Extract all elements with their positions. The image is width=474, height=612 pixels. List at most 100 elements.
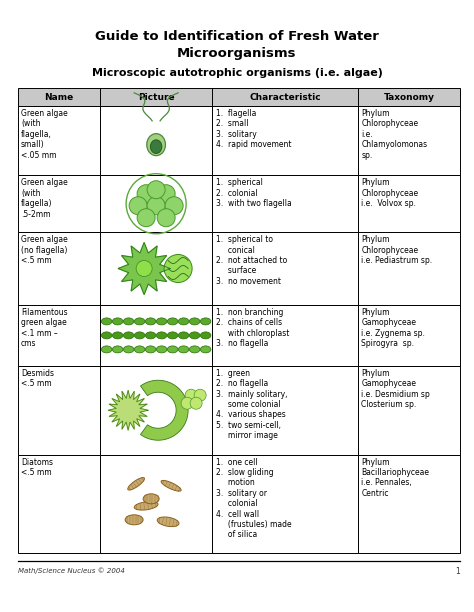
Circle shape	[147, 181, 165, 199]
Ellipse shape	[134, 346, 145, 353]
Text: Phylum
Bacillariophyceae
i.e. Pennales,
Centric: Phylum Bacillariophyceae i.e. Pennales, …	[361, 458, 429, 498]
Text: 1.  flagella
2.  small
3.  solitary
4.  rapid movement: 1. flagella 2. small 3. solitary 4. rapi…	[217, 109, 292, 149]
Ellipse shape	[147, 133, 165, 155]
Bar	[18, 366, 100, 455]
Bar	[358, 366, 460, 455]
Ellipse shape	[156, 318, 167, 325]
Ellipse shape	[112, 318, 123, 325]
Text: Microorganisms: Microorganisms	[177, 47, 297, 60]
Circle shape	[185, 389, 197, 401]
Ellipse shape	[123, 332, 134, 339]
Bar	[358, 175, 460, 232]
Bar	[358, 305, 460, 366]
Bar	[212, 175, 358, 232]
Ellipse shape	[156, 346, 167, 353]
Bar	[18, 106, 100, 175]
Circle shape	[136, 261, 152, 277]
Text: Diatoms
<.5 mm: Diatoms <.5 mm	[21, 458, 53, 477]
Ellipse shape	[178, 318, 189, 325]
Text: 1.  one cell
2.  slow gliding
     motion
3.  solitary or
     colonial
4.  cell: 1. one cell 2. slow gliding motion 3. so…	[217, 458, 292, 539]
Bar	[18, 305, 100, 366]
Circle shape	[181, 397, 193, 409]
Text: Microscopic autotrophic organisms (i.e. algae): Microscopic autotrophic organisms (i.e. …	[91, 68, 383, 78]
Circle shape	[137, 185, 155, 203]
Ellipse shape	[101, 318, 112, 325]
Text: Filamentous
green algae
<.1 mm –
cms: Filamentous green algae <.1 mm – cms	[21, 308, 68, 348]
Ellipse shape	[167, 318, 178, 325]
Ellipse shape	[178, 332, 189, 339]
Ellipse shape	[112, 346, 123, 353]
Text: Math/Science Nucleus © 2004: Math/Science Nucleus © 2004	[18, 567, 125, 573]
Circle shape	[157, 209, 175, 226]
Bar	[100, 232, 212, 305]
Ellipse shape	[123, 346, 134, 353]
Ellipse shape	[101, 346, 112, 353]
Ellipse shape	[201, 346, 211, 353]
Text: Picture: Picture	[138, 92, 174, 102]
Ellipse shape	[101, 332, 112, 339]
Bar	[18, 455, 100, 553]
Text: Green algae
(with
flagella)
.5-2mm: Green algae (with flagella) .5-2mm	[21, 178, 68, 218]
Ellipse shape	[189, 318, 200, 325]
Text: Phylum
Chlorophyceae
i.e.
Chlamyolomonas
sp.: Phylum Chlorophyceae i.e. Chlamyolomonas…	[361, 109, 428, 160]
Text: 1.  green
2.  no flagella
3.  mainly solitary,
     some colonial
4.  various sh: 1. green 2. no flagella 3. mainly solita…	[217, 369, 288, 440]
Circle shape	[190, 397, 202, 409]
Bar	[212, 305, 358, 366]
Ellipse shape	[146, 318, 156, 325]
Text: Phylum
Gamophyceae
i.e. Desmidium sp
Closterium sp.: Phylum Gamophyceae i.e. Desmidium sp Clo…	[361, 369, 430, 409]
Ellipse shape	[201, 332, 211, 339]
Text: 1.  spherical to
     conical
2.  not attached to
     surface
3.  no movement: 1. spherical to conical 2. not attached …	[217, 235, 288, 286]
Ellipse shape	[157, 517, 179, 526]
Ellipse shape	[123, 318, 134, 325]
Bar	[358, 106, 460, 175]
Ellipse shape	[167, 332, 178, 339]
Bar	[212, 366, 358, 455]
Text: Green algae
(no flagella)
<.5 mm: Green algae (no flagella) <.5 mm	[21, 235, 68, 265]
Bar	[212, 106, 358, 175]
Ellipse shape	[156, 332, 167, 339]
Circle shape	[129, 196, 147, 215]
Polygon shape	[108, 390, 148, 430]
Circle shape	[147, 196, 165, 215]
Bar	[100, 106, 212, 175]
Ellipse shape	[128, 477, 145, 490]
Ellipse shape	[189, 332, 200, 339]
Ellipse shape	[201, 318, 211, 325]
Ellipse shape	[146, 346, 156, 353]
Text: Name: Name	[44, 92, 73, 102]
Bar	[358, 232, 460, 305]
Polygon shape	[140, 380, 188, 440]
Text: Characteristic: Characteristic	[250, 92, 321, 102]
Bar	[100, 305, 212, 366]
Bar	[100, 455, 212, 553]
Text: Desmids
<.5 mm: Desmids <.5 mm	[21, 369, 54, 388]
Polygon shape	[118, 242, 170, 294]
Bar	[358, 455, 460, 553]
Text: Phylum
Gamophyceae
i.e. Zygnema sp.
Spirogyra  sp.: Phylum Gamophyceae i.e. Zygnema sp. Spir…	[361, 308, 425, 348]
Ellipse shape	[178, 346, 189, 353]
Circle shape	[165, 196, 183, 215]
Text: Guide to Identification of Fresh Water: Guide to Identification of Fresh Water	[95, 30, 379, 43]
Ellipse shape	[134, 318, 145, 325]
Bar	[100, 366, 212, 455]
Ellipse shape	[189, 346, 200, 353]
Text: 1.  spherical
2.  colonial
3.  with two flagella: 1. spherical 2. colonial 3. with two fla…	[217, 178, 292, 208]
Ellipse shape	[146, 332, 156, 339]
Text: Taxonomy: Taxonomy	[383, 92, 435, 102]
Bar	[18, 88, 460, 106]
Circle shape	[137, 209, 155, 226]
Bar	[18, 175, 100, 232]
Circle shape	[164, 255, 192, 283]
Ellipse shape	[112, 332, 123, 339]
Ellipse shape	[143, 494, 159, 504]
Text: Phylum
Chlorophyceae
i.e.  Volvox sp.: Phylum Chlorophyceae i.e. Volvox sp.	[361, 178, 419, 208]
Circle shape	[157, 185, 175, 203]
Bar	[18, 232, 100, 305]
Ellipse shape	[134, 501, 158, 510]
Text: 1: 1	[455, 567, 460, 576]
Ellipse shape	[150, 140, 162, 154]
Bar	[212, 455, 358, 553]
Circle shape	[194, 389, 206, 401]
Ellipse shape	[161, 480, 181, 491]
Ellipse shape	[125, 515, 143, 525]
